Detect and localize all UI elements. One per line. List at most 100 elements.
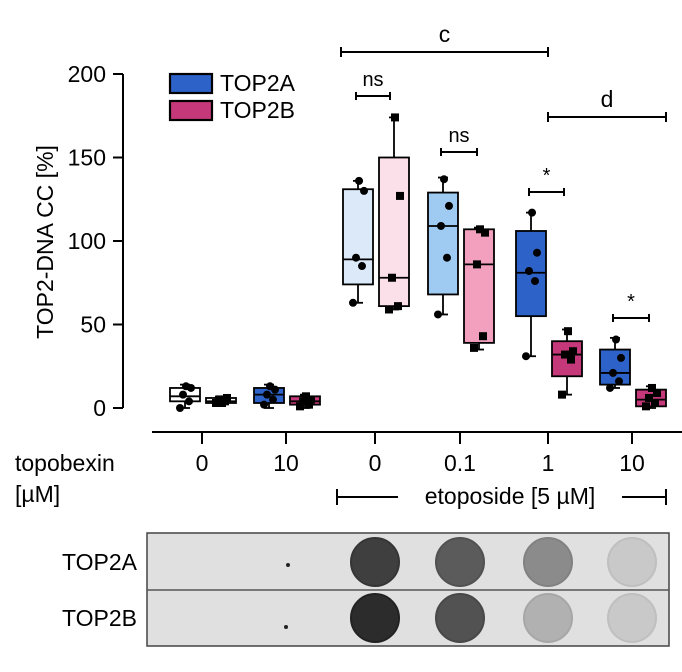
data-point [394, 302, 402, 311]
data-point [182, 382, 190, 391]
data-point [185, 397, 193, 406]
etoposide-label: etoposide [5 µM] [425, 483, 596, 509]
data-point [615, 377, 623, 386]
data-point [531, 277, 539, 286]
legend-swatch-top2a [168, 72, 214, 95]
y-tick-label: 200 [68, 61, 106, 87]
data-point [561, 350, 569, 359]
data-point [434, 310, 442, 319]
significance-label: c [439, 21, 451, 47]
x-axis-title-line2: [µM] [15, 481, 60, 507]
data-point [445, 201, 453, 210]
box-top2a-group-3 [427, 175, 459, 319]
data-point [525, 267, 533, 276]
significance-bracket: * [612, 291, 650, 322]
blot-spot [435, 537, 485, 587]
x-tick-label: 1 [542, 450, 555, 476]
significance-label: * [627, 291, 635, 313]
significance-bracket: * [528, 165, 565, 196]
data-point [176, 404, 184, 412]
legend-label-top2a: TOP2A [220, 70, 296, 96]
data-point [263, 390, 271, 399]
x-tick-label: 0.1 [444, 450, 476, 476]
data-point [651, 398, 659, 407]
box-top2a-group-0 [169, 382, 201, 412]
blot-spot [607, 593, 657, 643]
box-body [427, 191, 459, 296]
blot-speck [284, 625, 288, 629]
data-point [473, 260, 481, 269]
data-point [476, 225, 484, 234]
data-point [564, 327, 572, 336]
data-point [437, 221, 445, 230]
x-axis-title-line1: topobexin [15, 450, 115, 476]
y-tick-label: 150 [68, 145, 106, 171]
y-tick-label: 0 [93, 395, 106, 421]
box-top2b-group-2 [378, 113, 410, 314]
data-point [391, 113, 399, 122]
significance-bracket: d [547, 86, 667, 122]
data-point [443, 253, 451, 262]
data-point [481, 228, 489, 237]
y-tick-label: 100 [68, 228, 106, 254]
data-point [569, 347, 577, 356]
data-point [269, 395, 277, 404]
x-tick-label: 0 [196, 450, 209, 476]
data-point [470, 343, 478, 352]
significance-bracket: ns [440, 125, 478, 156]
box-body [342, 188, 374, 286]
blot-spot [523, 537, 573, 587]
blot-spot [607, 537, 657, 587]
legend-label-top2b: TOP2B [220, 97, 295, 123]
blot-spot [350, 593, 400, 643]
data-point [355, 176, 363, 185]
data-point [296, 402, 304, 411]
data-point [299, 397, 307, 406]
data-point [440, 175, 448, 184]
data-point [179, 390, 187, 399]
significance-label: d [601, 86, 614, 112]
data-point [388, 273, 396, 282]
boxes [169, 113, 667, 412]
box-top2a-group-5 [599, 335, 631, 392]
etoposide-bracket: etoposide [5 µM] [336, 483, 667, 509]
box-top2b-group-5 [635, 383, 667, 411]
blot-row-label: TOP2B [62, 605, 137, 631]
significance-brackets: ns ns * * c d [340, 21, 667, 322]
data-point [223, 393, 231, 402]
data-point [645, 393, 653, 402]
legend-swatch-top2b [168, 99, 214, 122]
significance-bracket: c [340, 21, 549, 57]
significance-label: * [543, 165, 551, 187]
data-point [533, 248, 541, 257]
box-top2a-group-1 [253, 382, 285, 409]
blot-speck [286, 563, 290, 567]
data-point [307, 395, 315, 404]
data-point [360, 186, 368, 195]
y-axis-title: TOP2-DNA CC [%] [32, 145, 58, 339]
box-top2b-group-1 [289, 392, 321, 411]
data-point [528, 208, 536, 217]
box-top2a-group-4 [515, 208, 547, 361]
data-point [648, 383, 656, 392]
data-point [479, 332, 487, 341]
data-point [349, 298, 357, 307]
data-point [385, 305, 393, 314]
data-point [617, 353, 625, 362]
y-tick-label: 50 [80, 312, 106, 338]
box-body [599, 348, 631, 386]
blot-spot [523, 593, 573, 643]
significance-bracket: ns [355, 69, 391, 100]
data-point [558, 390, 566, 399]
box-body [378, 156, 410, 308]
blot-row-label: TOP2A [62, 549, 138, 575]
x-tick-label: 0 [369, 450, 382, 476]
box-top2b-group-3 [463, 225, 495, 352]
data-point [567, 355, 575, 364]
data-point [266, 382, 274, 391]
blot-spot [435, 593, 485, 643]
data-point [606, 383, 614, 392]
